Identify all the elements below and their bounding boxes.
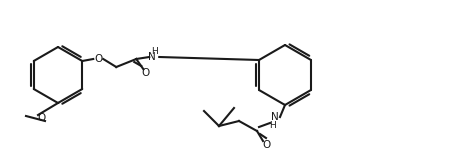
- Text: H: H: [151, 47, 157, 57]
- Text: O: O: [94, 54, 102, 64]
- Text: O: O: [141, 68, 149, 78]
- Text: H: H: [269, 120, 276, 129]
- Text: N: N: [148, 52, 156, 62]
- Text: O: O: [262, 140, 271, 150]
- Text: O: O: [38, 113, 46, 123]
- Text: N: N: [271, 112, 278, 122]
